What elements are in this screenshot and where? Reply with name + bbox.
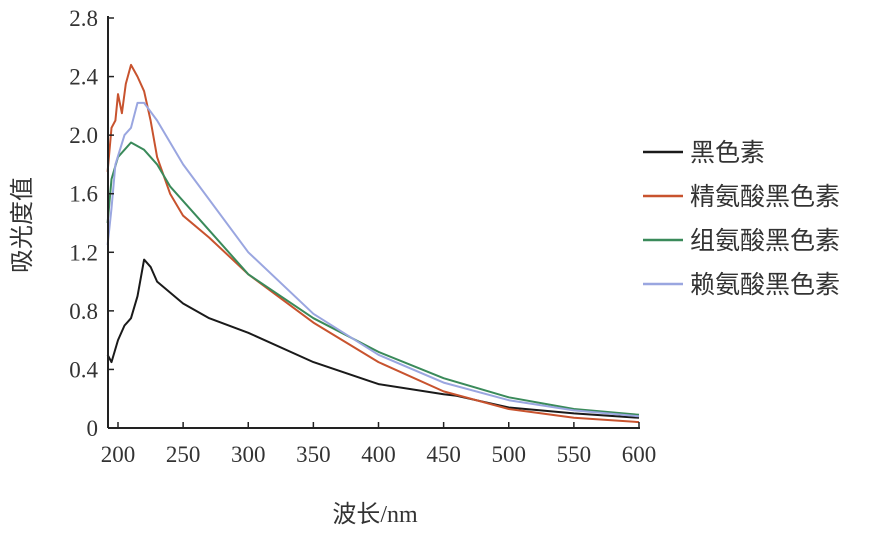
series-line-3 (106, 101, 640, 418)
series-line-1 (106, 63, 640, 424)
y-tick-label: 1.6 (69, 182, 98, 207)
x-tick-label: 500 (492, 442, 527, 467)
x-tick-label: 300 (231, 442, 266, 467)
legend-label-0: 黑色素 (690, 139, 765, 167)
legend-label-1: 精氨酸黑色素 (690, 183, 840, 211)
x-tick-label: 600 (622, 442, 657, 467)
x-tick-label: 550 (557, 442, 592, 467)
x-tick-label: 350 (296, 442, 331, 467)
x-tick-label: 450 (426, 442, 461, 467)
x-tick-label: 250 (166, 442, 201, 467)
x-axis-label: 波长/nm (332, 501, 418, 528)
y-axis-label: 吸光度值 (9, 177, 36, 273)
series-line-0 (106, 258, 640, 419)
x-tick-label: 200 (101, 442, 136, 467)
y-tick-label: 0.4 (69, 357, 98, 382)
y-tick-label: 2.0 (69, 123, 98, 148)
legend-label-2: 组氨酸黑色素 (690, 227, 840, 255)
plot-area (106, 63, 640, 424)
y-tick-label: 0.8 (69, 299, 98, 324)
y-tick-label: 2.8 (69, 6, 98, 31)
y-tick-label: 0 (87, 416, 99, 441)
legend-label-3: 赖氨酸黑色素 (690, 271, 840, 299)
series-line-2 (106, 141, 640, 416)
x-tick-label: 400 (361, 442, 396, 467)
y-tick-label: 2.4 (69, 65, 98, 90)
axes: 0 0.4 0.8 1.2 1.6 2.0 2.4 2.8 200 250 300 350 400 450… (69, 6, 656, 467)
y-tick-label: 1.2 (69, 240, 98, 265)
